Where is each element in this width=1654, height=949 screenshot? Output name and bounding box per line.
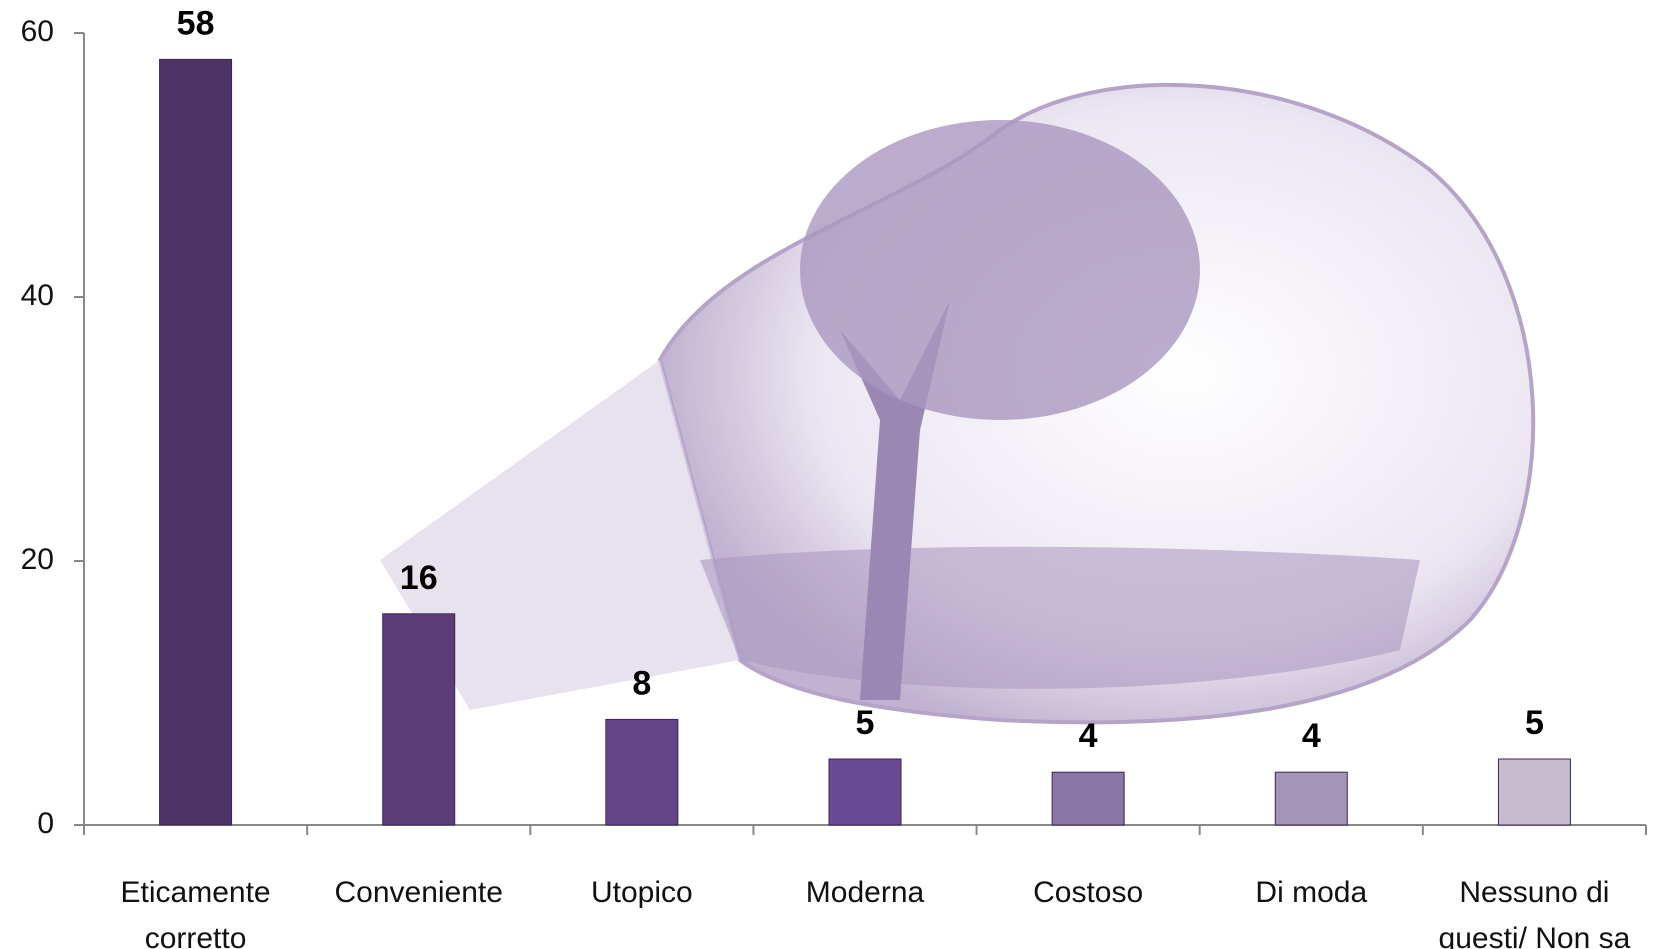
- background-bulb: [380, 82, 1536, 725]
- x-tick-label: Costoso: [1033, 876, 1144, 909]
- value-label: 5: [856, 704, 875, 742]
- x-tick-label: Eticamente corretto: [120, 876, 271, 949]
- bar: [605, 718, 679, 826]
- bar: [382, 613, 456, 826]
- x-tick-label: Nessuno di questi/ Non sa: [1438, 876, 1631, 949]
- bar: [1051, 771, 1125, 826]
- x-tick-label: Utopico: [590, 876, 693, 909]
- value-label: 58: [177, 4, 215, 42]
- bar: [1497, 758, 1571, 826]
- bar: [828, 758, 902, 826]
- value-label: 8: [632, 664, 651, 702]
- value-label: 5: [1525, 704, 1544, 742]
- y-tick-label: 40: [21, 279, 54, 312]
- y-tick-label: 0: [37, 807, 54, 840]
- value-label: 16: [400, 559, 438, 597]
- x-tick-label: Conveniente: [334, 876, 503, 909]
- value-label: 4: [1302, 717, 1321, 755]
- bar: [1274, 771, 1348, 826]
- x-tick-label: Moderna: [805, 876, 925, 909]
- bar: [159, 58, 233, 826]
- x-tick-label: Di moda: [1255, 876, 1368, 909]
- value-label: 4: [1079, 717, 1098, 755]
- y-tick-label: 60: [21, 15, 54, 48]
- y-tick-label: 20: [21, 543, 54, 576]
